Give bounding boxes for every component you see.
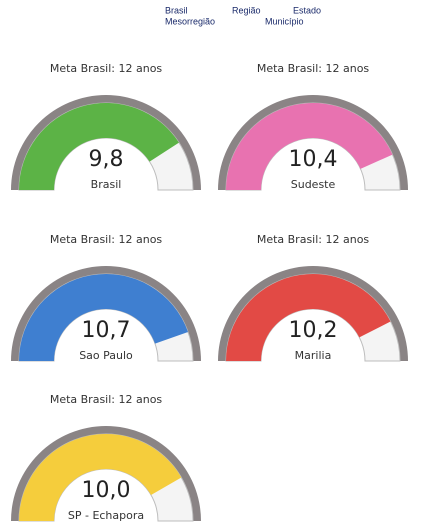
gauge-value: 10,2 [289,318,338,343]
gauge-label: Brasil [91,178,122,191]
gauge-title: Meta Brasil: 12 anos [50,62,163,75]
gauge-value: 10,4 [289,147,338,172]
level-option[interactable]: Brasil [165,5,188,15]
gauge-title: Meta Brasil: 12 anos [257,233,370,246]
gauge-fill [19,434,182,521]
level-option[interactable]: Região [232,5,261,15]
level-option[interactable]: Mesorregião [165,16,215,26]
gauge-fill [226,102,393,190]
gauge-value: 10,0 [82,478,131,503]
level-option[interactable]: Estado [293,5,321,15]
gauge-value: 10,7 [82,318,131,343]
gauge-fill [19,102,179,190]
gauge-label: Sao Paulo [79,349,133,362]
gauge-title: Meta Brasil: 12 anos [50,233,163,246]
gauge-fill [226,274,391,361]
gauge-title: Meta Brasil: 12 anos [257,62,370,75]
gauge-label: Marilia [295,349,332,362]
gauge-label: Sudeste [291,178,336,191]
gauge-label: SP - Echapora [68,509,144,522]
gauge-fill [19,274,189,361]
gauge-value: 9,8 [89,147,124,172]
level-option[interactable]: Município [265,16,304,26]
gauge-title: Meta Brasil: 12 anos [50,393,163,406]
